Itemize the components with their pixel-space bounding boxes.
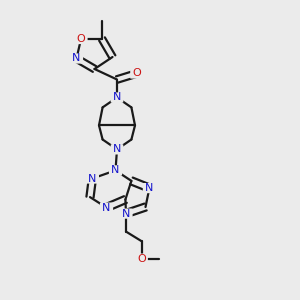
FancyBboxPatch shape (74, 34, 88, 44)
FancyBboxPatch shape (109, 165, 122, 176)
Text: O: O (132, 68, 141, 79)
Text: N: N (88, 173, 97, 184)
FancyBboxPatch shape (135, 254, 148, 264)
Text: N: N (72, 53, 81, 64)
FancyBboxPatch shape (86, 173, 99, 184)
FancyBboxPatch shape (70, 53, 83, 64)
Text: N: N (113, 144, 121, 154)
Text: N: N (145, 183, 154, 193)
FancyBboxPatch shape (111, 144, 123, 154)
Text: N: N (113, 92, 121, 103)
FancyBboxPatch shape (119, 208, 133, 219)
FancyBboxPatch shape (130, 68, 143, 79)
Text: N: N (102, 202, 111, 213)
FancyBboxPatch shape (111, 92, 123, 103)
FancyBboxPatch shape (100, 202, 113, 213)
Text: N: N (111, 165, 120, 176)
Text: N: N (122, 208, 130, 219)
Text: O: O (137, 254, 146, 264)
FancyBboxPatch shape (143, 183, 156, 193)
Text: O: O (76, 34, 85, 44)
